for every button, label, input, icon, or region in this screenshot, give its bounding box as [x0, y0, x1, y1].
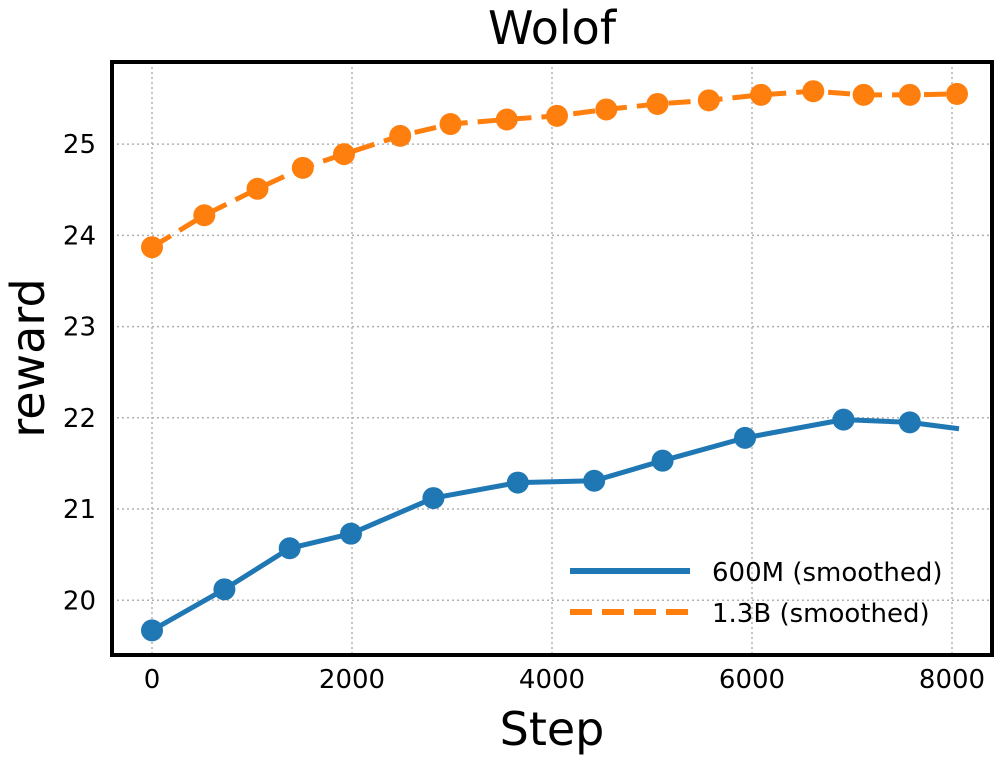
series-1-marker [389, 124, 412, 147]
series-1-marker [852, 83, 875, 106]
series-1-marker [898, 83, 921, 106]
series-1-marker [333, 143, 355, 166]
y-axis-label: reward [1, 278, 55, 437]
y-tick-label: 20 [63, 586, 96, 616]
series-1-marker [546, 104, 568, 127]
x-axis-label: Step [500, 702, 605, 756]
series-0-marker [213, 578, 236, 601]
series-1-marker [246, 177, 269, 200]
chart-title: Wolof [488, 1, 618, 55]
x-tick-label: 2000 [319, 665, 385, 695]
grid [112, 62, 992, 655]
series-0-marker [422, 487, 445, 510]
y-tick-label: 23 [63, 313, 96, 343]
x-tick-label: 6000 [719, 665, 785, 695]
ticks: 0 2000 4000 6000 8000 20 21 22 23 24 25 [63, 130, 985, 695]
series-0-marker [898, 411, 921, 434]
series-1-marker [750, 83, 772, 106]
series-0-marker [832, 408, 855, 431]
plot-frame [110, 60, 994, 657]
series-0-marker [651, 449, 674, 472]
series-1-marker [193, 204, 216, 227]
legend: 600M (smoothed) 1.3B (smoothed) [570, 558, 942, 629]
y-tick-label: 25 [63, 130, 96, 160]
x-tick-label: 4000 [519, 665, 585, 695]
series-1-marker [697, 89, 720, 112]
x-tick-label: 8000 [919, 665, 985, 695]
series-0-marker [340, 522, 362, 545]
series-0-marker [141, 619, 163, 642]
series-1-marker [291, 156, 314, 179]
legend-label-1-3b: 1.3B (smoothed) [712, 599, 930, 629]
y-tick-label: 24 [63, 221, 96, 251]
series-0-marker [278, 537, 301, 560]
x-tick-label: 0 [144, 665, 161, 695]
series-1-marker [439, 113, 462, 136]
y-tick-label: 22 [63, 404, 96, 434]
y-tick-label: 21 [63, 495, 96, 525]
series-0-marker [583, 469, 606, 492]
series-1-marker [141, 236, 163, 259]
series-1-marker [946, 82, 968, 105]
series-0-marker [506, 471, 529, 494]
series-1-marker [495, 108, 518, 131]
series-1-marker [646, 92, 669, 115]
legend-label-600m: 600M (smoothed) [712, 558, 942, 588]
series-0-marker [734, 426, 756, 449]
series-1-marker [595, 98, 618, 121]
series [141, 80, 968, 642]
series-1-marker [802, 80, 825, 103]
series-line-0 [150, 417, 960, 633]
